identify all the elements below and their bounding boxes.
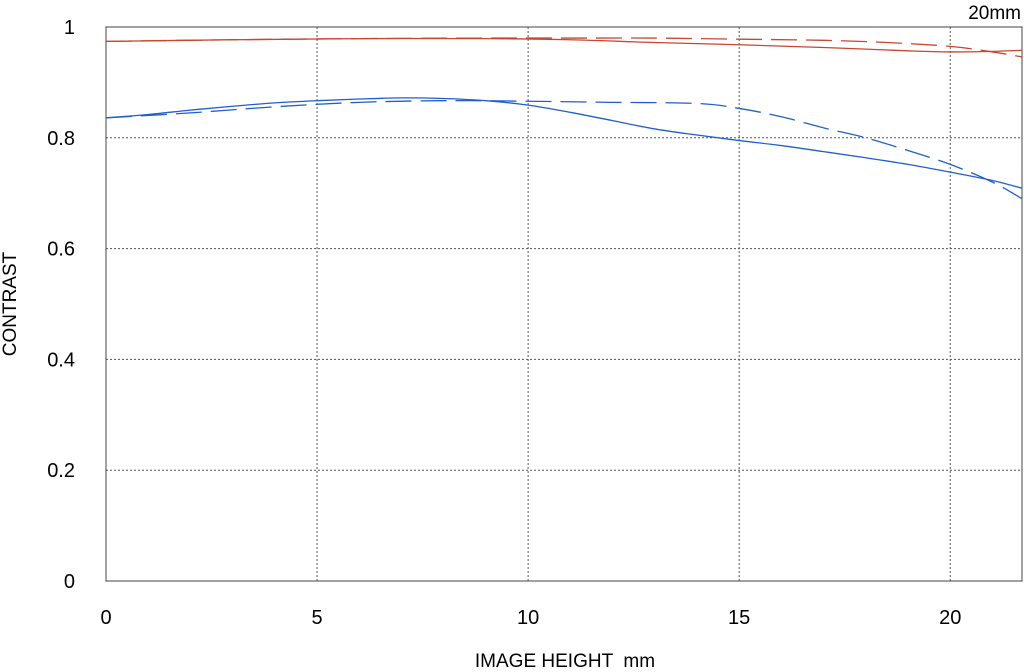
y-tick-label: 0.2 xyxy=(47,460,75,482)
focal-length-label: 20mm xyxy=(968,3,1021,24)
series-line-blue-dashed xyxy=(105,99,1023,200)
x-tick-label: 15 xyxy=(728,607,750,629)
x-tick-label: 20 xyxy=(939,607,961,629)
series-line-blue-solid xyxy=(105,97,1023,189)
grid xyxy=(106,27,1022,581)
series-line-red-solid xyxy=(105,37,1023,53)
x-tick-labels: 0 5 10 15 20 xyxy=(100,607,961,629)
y-tick-label: 0.8 xyxy=(47,128,75,150)
y-axis-label: CONTRAST xyxy=(0,251,21,356)
series-line-red-dashed xyxy=(105,37,1023,58)
x-tick-label: 0 xyxy=(100,607,111,629)
y-tick-labels: 0 0.2 0.4 0.6 0.8 1 xyxy=(47,17,75,593)
y-tick-label: 0 xyxy=(64,571,75,593)
x-axis-label: IMAGE HEIGHT mm xyxy=(475,651,655,672)
x-tick-label: 5 xyxy=(311,607,322,629)
y-tick-label: 0.6 xyxy=(47,239,75,261)
x-tick-label: 10 xyxy=(517,607,539,629)
plot-frame xyxy=(105,26,1023,582)
y-tick-label: 0.4 xyxy=(47,349,75,371)
series-lines xyxy=(105,37,1023,200)
y-tick-label: 1 xyxy=(64,17,75,39)
